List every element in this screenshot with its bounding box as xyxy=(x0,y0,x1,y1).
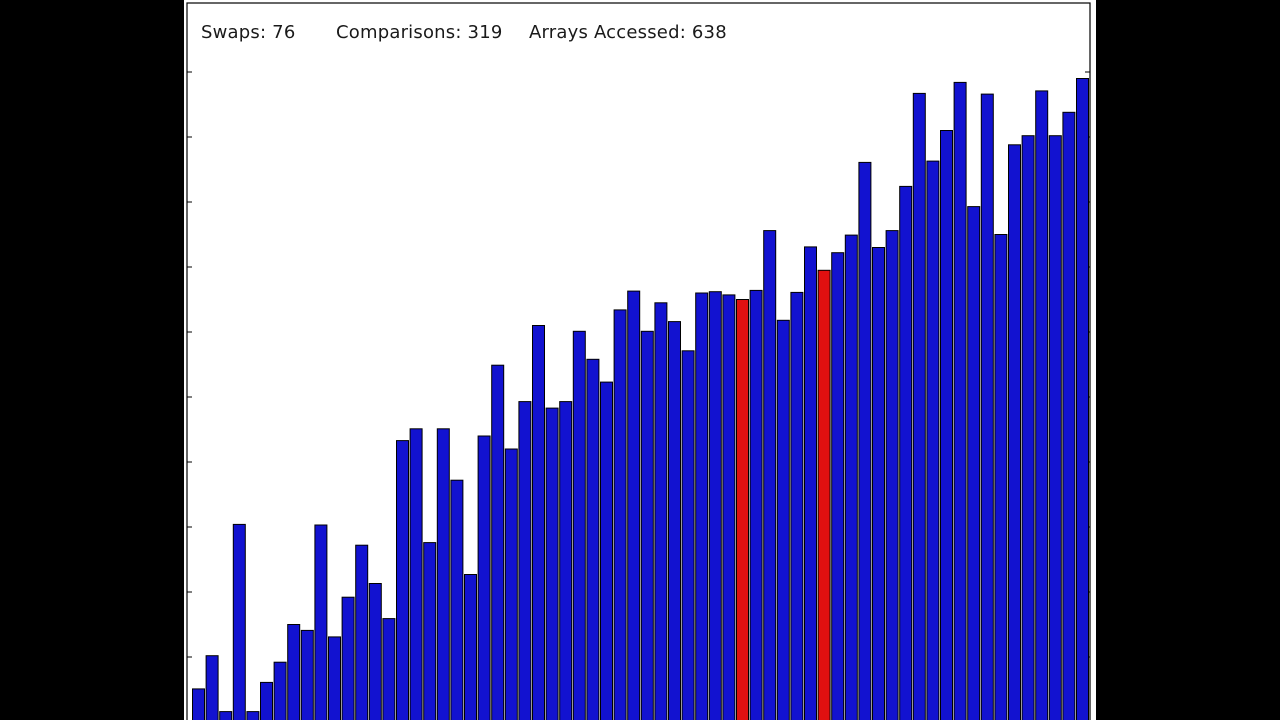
bar-highlighted xyxy=(817,269,831,720)
bar xyxy=(409,428,423,720)
axes-frame xyxy=(186,2,1091,720)
bar xyxy=(708,291,722,720)
bar xyxy=(858,161,872,720)
bar xyxy=(872,247,885,720)
bar xyxy=(654,302,668,720)
bar xyxy=(396,440,409,720)
bar xyxy=(749,289,763,720)
bar xyxy=(668,321,681,720)
bar xyxy=(1035,90,1049,720)
bar xyxy=(681,350,695,720)
bar xyxy=(790,291,804,720)
bar xyxy=(953,81,967,720)
swaps-counter: Swaps: 76 xyxy=(201,22,296,43)
bar-highlighted xyxy=(736,299,749,720)
bar-chart xyxy=(186,2,1091,720)
bar xyxy=(232,523,246,720)
bar xyxy=(1048,135,1062,720)
bar xyxy=(532,325,545,720)
bar xyxy=(586,358,600,720)
bar xyxy=(912,92,926,720)
bar xyxy=(273,661,287,720)
bar xyxy=(899,185,913,720)
bar xyxy=(477,435,491,720)
bar-series xyxy=(192,78,1089,720)
bar xyxy=(192,688,205,720)
bar xyxy=(980,93,994,720)
bar xyxy=(613,309,627,720)
bar xyxy=(450,479,464,720)
bar xyxy=(640,330,654,720)
bar xyxy=(994,234,1008,720)
bar xyxy=(1076,78,1089,720)
bar xyxy=(763,230,777,720)
bar xyxy=(382,618,396,720)
bar xyxy=(260,681,273,720)
bar xyxy=(436,428,450,720)
bar xyxy=(246,711,260,720)
bar xyxy=(504,448,518,720)
bar xyxy=(219,711,233,720)
bar xyxy=(1008,144,1021,720)
bar xyxy=(940,130,953,720)
bar xyxy=(926,160,940,720)
bar xyxy=(831,252,845,720)
bar xyxy=(518,401,532,720)
bar xyxy=(300,629,314,720)
bar xyxy=(885,230,899,720)
bar xyxy=(967,206,981,720)
bar xyxy=(205,655,219,720)
bar xyxy=(464,574,477,720)
bar xyxy=(572,330,586,720)
bar xyxy=(776,319,790,720)
bar xyxy=(559,401,573,720)
bar xyxy=(1062,111,1076,720)
bar xyxy=(627,290,641,720)
bar xyxy=(695,292,709,720)
bar xyxy=(600,381,613,720)
bar xyxy=(804,246,817,720)
bar xyxy=(341,596,355,720)
bar xyxy=(722,294,736,720)
bar xyxy=(1021,135,1035,720)
bar xyxy=(328,636,341,720)
bar xyxy=(314,524,328,720)
bar xyxy=(355,544,369,720)
bar xyxy=(491,364,505,720)
bar xyxy=(368,583,382,720)
bar xyxy=(423,542,437,720)
plot-panel: Swaps: 76 Comparisons: 319 Arrays Access… xyxy=(184,0,1096,720)
arrays-accessed-counter: Arrays Accessed: 638 xyxy=(529,22,727,43)
comparisons-counter: Comparisons: 319 xyxy=(336,22,503,43)
bar xyxy=(287,624,301,720)
axes-border xyxy=(186,2,1091,720)
bar xyxy=(545,407,559,720)
bar xyxy=(844,234,858,720)
